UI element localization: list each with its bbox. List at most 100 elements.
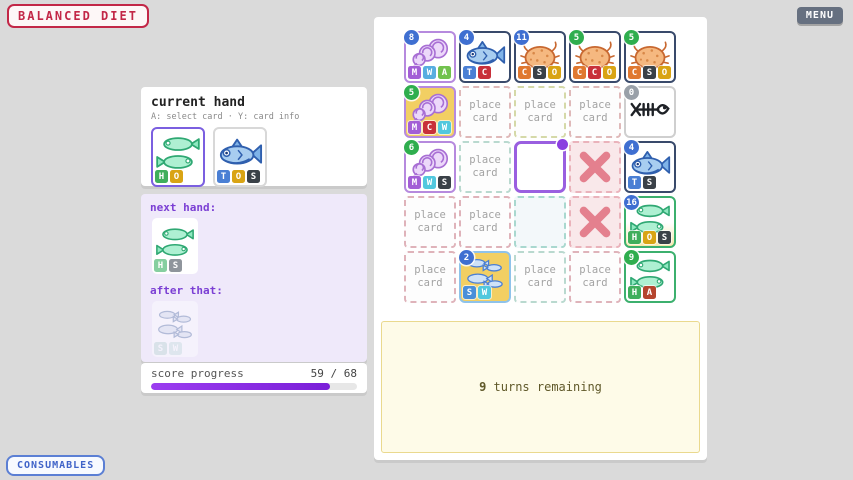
nutrient-badge-m: M [408,121,421,134]
current-hand-panel: current hand A: select card · Y: card in… [141,87,367,187]
empty-place-card-slot[interactable]: place card [514,86,566,138]
card-score-badge: 4 [459,30,474,45]
nutrient-badge-o: O [643,231,656,244]
turns-remaining-text: 9 turns remaining [479,380,602,394]
card-score-badge: 0 [624,85,639,100]
menu-button[interactable]: MENU [796,7,843,24]
hand-controls-hint: A: select card · Y: card info [151,112,300,122]
empty-place-card-slot[interactable]: place card [404,251,456,303]
blocked-cell-x [569,196,621,248]
empty-place-card-slot[interactable]: place card [459,86,511,138]
nutrient-badge-s: S [643,176,656,189]
nutrient-badge-c: C [478,66,491,79]
nutrient-badge-a: A [643,286,656,299]
score-progress-label: score progress [151,367,244,380]
nutrient-badge-s: S [643,66,656,79]
card-score-badge: 4 [624,140,639,155]
place-card-label: place card [524,98,556,124]
nutrient-badge-o: O [232,170,245,183]
nutrient-badge-o: O [603,66,616,79]
nutrient-badge-c: C [573,66,586,79]
empty-place-card-slot[interactable]: place card [459,196,511,248]
empty-place-card-slot[interactable]: place card [404,196,456,248]
empty-place-card-slot[interactable]: place card [569,86,621,138]
nutrient-badge-t: T [628,176,641,189]
nutrient-badge-s: S [154,342,167,355]
shrimp-icon [409,92,451,126]
nutrient-badge-s: S [463,286,476,299]
fishbone-icon [629,94,671,124]
after-that-label: after that: [150,284,223,297]
empty-place-card-slot[interactable]: place card [569,251,621,303]
herring2-icon [155,135,201,173]
tuna-icon [217,137,263,172]
card-score-badge: 16 [624,195,639,210]
card-score-badge: 8 [404,30,419,45]
tuna-icon [629,149,671,181]
tuna-icon [464,39,506,71]
nutrient-badge-a: A [438,66,451,79]
consumables-button[interactable]: CONSUMABLES [6,455,106,476]
nutrient-badge-s: S [169,259,182,272]
nutrient-badge-o: O [658,66,671,79]
empty-place-card-slot[interactable]: place card [514,251,566,303]
card-score-badge: 5 [624,30,639,45]
sardines-icon [155,309,195,343]
nutrient-badge-s: S [658,231,671,244]
nutrient-badge-t: T [217,170,230,183]
herring2-icon [155,227,195,260]
score-progress-bar [151,383,357,390]
score-progress-value: 59 / 68 [310,367,357,380]
nutrient-badge-w: W [423,66,436,79]
empty-place-card-slot[interactable]: place card [459,141,511,193]
place-card-label: place card [469,208,501,234]
place-card-label: place card [579,98,611,124]
nutrient-badge-m: M [408,66,421,79]
grid-card-fishbone[interactable]: 0 [624,85,676,138]
score-panel: score progress 59 / 68 [141,363,367,393]
nutrient-badge-m: M [408,176,421,189]
nutrient-badge-s: S [438,176,451,189]
nutrient-badge-h: H [628,286,641,299]
selected-target-cell[interactable] [514,139,568,193]
game-title: BALANCED DIET [7,4,149,28]
nutrient-badge-c: C [518,66,531,79]
grid-card-herring2[interactable]: 16 H O S [624,195,676,248]
shrimp-icon [409,37,451,71]
grid-card-crab[interactable]: 11 C S O [514,30,566,83]
card-score-badge: 6 [404,140,419,155]
nutrient-badge-c: C [588,66,601,79]
current-hand-title: current hand [151,95,245,110]
place-card-label: place card [524,263,556,289]
card-score-badge: 5 [404,85,419,100]
empty-cell[interactable] [514,196,566,248]
